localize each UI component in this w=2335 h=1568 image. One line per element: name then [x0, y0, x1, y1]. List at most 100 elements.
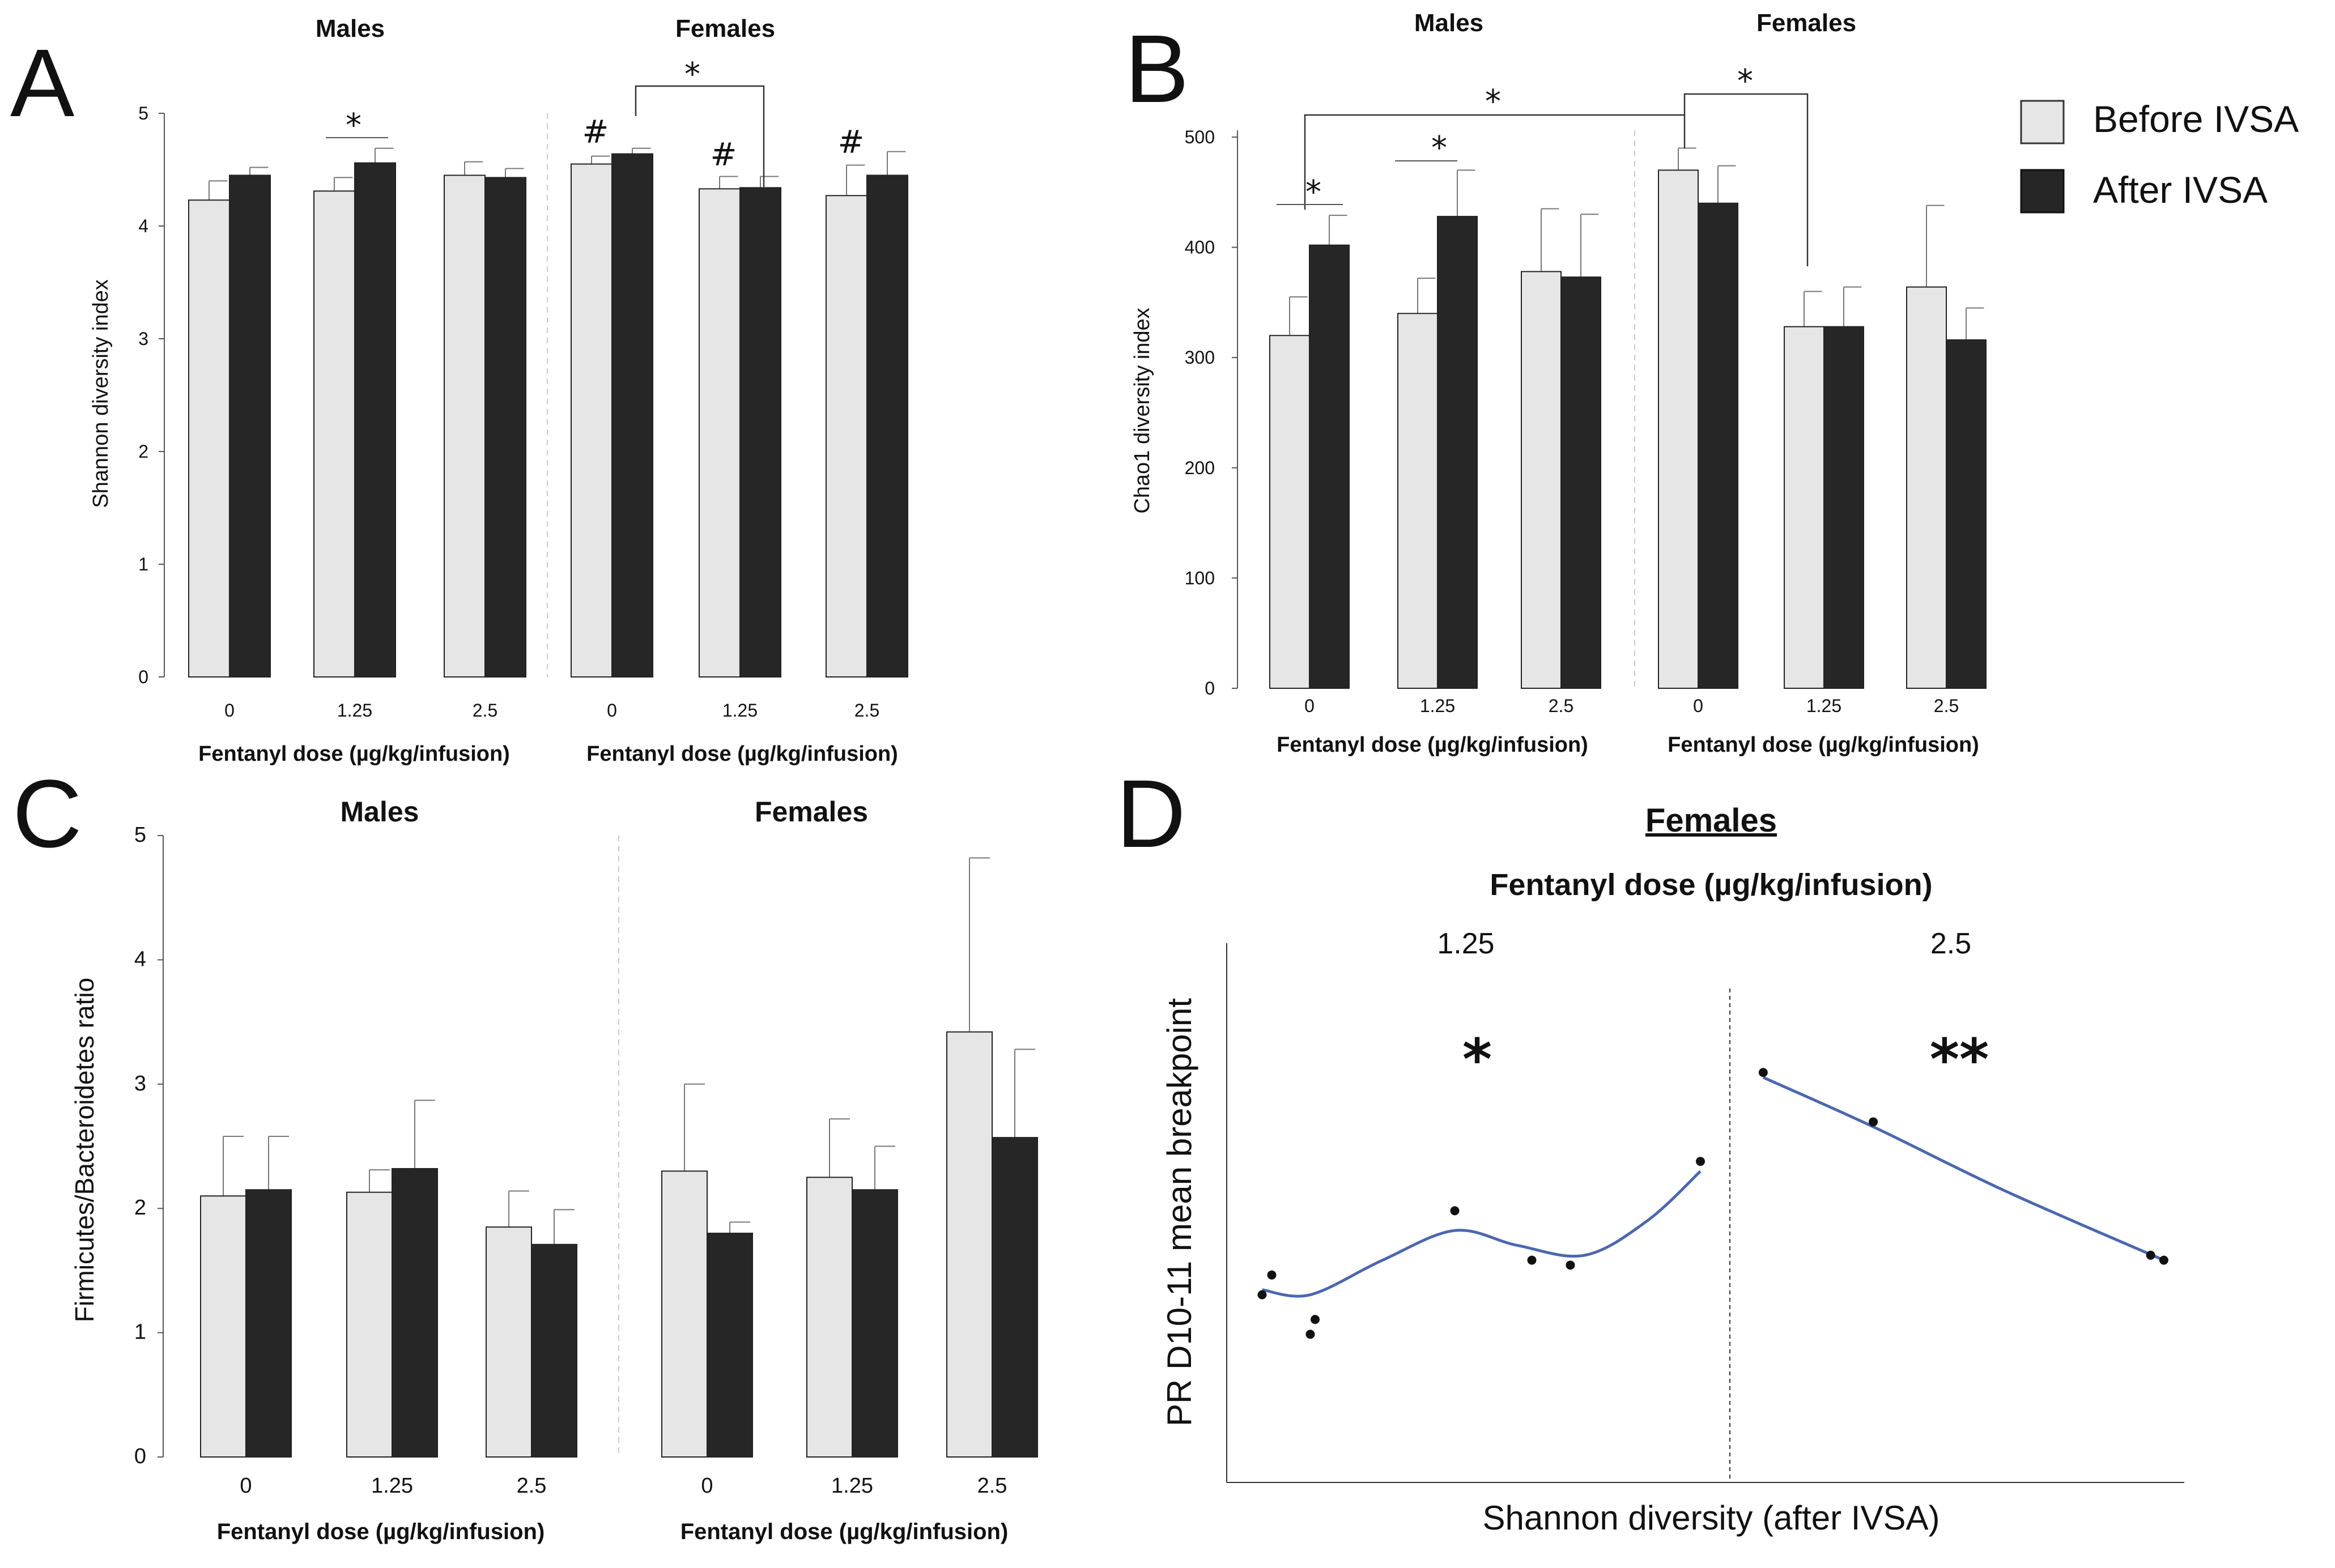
panel-d-y-axis-label: PR D10-11 mean breakpoint — [1160, 998, 1198, 1426]
panel-c-bar-female-2.5-before — [946, 1031, 993, 1458]
panel-c-x-tick-label: 1.25 — [831, 1474, 873, 1498]
panel-d-point-2.5 — [2146, 1250, 2155, 1260]
panel-b-sig-star-male0-female0: * — [1485, 83, 1501, 120]
panel-d-point-1.25 — [1450, 1206, 1460, 1216]
panel-b-x-tick-label: 2.5 — [1549, 696, 1573, 716]
panel-c-bar-male-1.25-before — [346, 1191, 393, 1458]
panel-b-x-axis-label-females: Fentanyl dose (µg/kg/infusion) — [1668, 733, 1979, 757]
panel-b-x-tick-label: 1.25 — [1420, 696, 1455, 716]
panel-a-y-tick-label: 0 — [138, 667, 148, 687]
panel-b-bar-male-0-before — [1269, 335, 1310, 689]
legend-label-after: After IVSA — [2093, 169, 2268, 211]
panel-b-y-tick-label: 500 — [1185, 127, 1215, 147]
panel-c-x-tick-label: 1.25 — [371, 1474, 413, 1498]
panel-a-bar-female-1.25-before — [699, 188, 741, 678]
panel-b-females-title: Females — [1756, 9, 1856, 37]
panel-a-x-tick-label: 1.25 — [722, 700, 758, 721]
legend-swatch-after — [2020, 169, 2065, 214]
panel-b-bar-female-1.25-after — [1823, 326, 1864, 689]
panel-c-bar-male-0-after — [245, 1189, 292, 1458]
panel-c-males-title: Males — [341, 796, 419, 828]
panel-c-bar-female-2.5-after — [992, 1137, 1038, 1458]
panel-a-males-title: Males — [316, 15, 385, 42]
panel-c-y-tick-label: 2 — [134, 1196, 146, 1220]
panel-b-x-axis-label-males: Fentanyl dose (µg/kg/infusion) — [1277, 733, 1588, 757]
panel-c-females-title: Females — [755, 796, 868, 828]
panel-d-subtitle: Fentanyl dose (µg/kg/infusion) — [1490, 868, 1932, 902]
panel-a: A Males Females Shannon diversity index … — [10, 15, 908, 766]
panel-d-dose-label-125: 1.25 — [1437, 927, 1494, 960]
panel-a-sig-star-female: * — [684, 56, 700, 93]
panel-b-sig-bracket-male0-female0 — [1304, 114, 1686, 210]
panel-b-bar-female-1.25-before — [1784, 326, 1824, 689]
panel-c-bar-female-1.25-after — [852, 1189, 898, 1458]
panel-b-sig-star-male-0: * — [1305, 174, 1321, 211]
panel-letter-b: B — [1125, 15, 1189, 123]
panel-a-x-tick-label: 0 — [607, 700, 617, 721]
panel-b: B Males Females Chao1 diversity index 0 1… — [1125, 9, 1987, 757]
panel-b-sig-bracket-female — [1683, 93, 1809, 266]
panel-d-title: Females — [1645, 802, 1777, 839]
panel-b-bar-female-0-before — [1658, 169, 1699, 689]
panel-a-bar-male-1.25-after — [354, 162, 396, 678]
panel-d-plot — [1257, 1068, 2168, 1339]
panel-b-y-ticks: 0 100 200 300 400 500 — [1185, 127, 1237, 698]
panel-a-sig-bracket-female — [635, 85, 765, 187]
panel-b-x-tick-label: 1.25 — [1806, 696, 1841, 716]
panel-a-x-axis-label-females: Fentanyl dose (µg/kg/infusion) — [586, 742, 898, 766]
panel-c-bar-male-2.5-before — [486, 1226, 532, 1458]
panel-c-bar-female-1.25-before — [806, 1177, 853, 1458]
panel-c-bar-male-2.5-after — [531, 1243, 577, 1458]
panel-d-point-2.5 — [2159, 1255, 2168, 1265]
panel-b-x-tick-label: 2.5 — [1934, 696, 1959, 716]
panel-a-females-title: Females — [675, 15, 775, 42]
panel-b-x-ticks: 0 1.25 2.5 0 1.25 2.5 — [1304, 696, 1959, 716]
panel-a-hash-female-25: # — [838, 124, 865, 161]
panel-a-sig-star-male-125: * — [346, 107, 361, 144]
panel-a-x-tick-label: 2.5 — [854, 700, 879, 721]
legend-swatch-before — [2020, 100, 2065, 144]
panel-c-x-axis-label-males: Fentanyl dose (µg/kg/infusion) — [217, 1519, 545, 1544]
panel-d-sig-25: ** — [1930, 1026, 1989, 1093]
panel-c-y-tick-label: 4 — [134, 947, 146, 971]
panel-d-point-2.5 — [1758, 1068, 1768, 1077]
panel-a-x-axis-label-males: Fentanyl dose (µg/kg/infusion) — [198, 742, 510, 766]
panel-a-x-ticks: 0 1.25 2.5 0 1.25 2.5 — [224, 700, 879, 721]
panel-c-x-tick-label: 0 — [240, 1474, 252, 1498]
panel-b-sig-star-female: * — [1737, 63, 1753, 100]
panel-a-y-tick-label: 3 — [138, 329, 148, 349]
panel-b-x-tick-label: 0 — [1304, 696, 1315, 716]
panel-a-bar-male-2.5-after — [484, 177, 526, 678]
panel-c-x-tick-label: 2.5 — [977, 1474, 1007, 1498]
panel-a-bar-female-2.5-before — [826, 195, 867, 678]
panel-a-bar-female-2.5-after — [866, 174, 908, 678]
panel-b-bar-male-1.25-before — [1397, 313, 1438, 689]
panel-c-bar-female-0-after — [707, 1233, 753, 1458]
panel-c: C Males Females Firmicutes/Bacteroidetes… — [12, 760, 1038, 1544]
panel-d-point-1.25 — [1267, 1270, 1277, 1280]
panel-b-y-axis-label: Chao1 diversity index — [1130, 308, 1154, 513]
panel-a-y-tick-label: 5 — [138, 103, 148, 123]
panel-b-y-tick-label: 0 — [1205, 678, 1215, 698]
panel-b-x-tick-label: 0 — [1693, 696, 1703, 716]
legend: Before IVSA After IVSA — [2020, 98, 2299, 214]
panel-b-bar-male-2.5-before — [1521, 271, 1562, 689]
panel-c-y-tick-label: 1 — [134, 1320, 146, 1344]
panel-d-point-1.25 — [1527, 1255, 1537, 1265]
panel-c-bar-male-1.25-after — [392, 1168, 438, 1458]
panel-letter-c: C — [12, 760, 82, 868]
panel-b-y-tick-label: 300 — [1185, 347, 1215, 368]
panel-a-bar-male-1.25-before — [313, 190, 355, 678]
panel-letter-a: A — [10, 29, 75, 137]
panel-d-point-1.25 — [1257, 1290, 1267, 1299]
panel-b-bars — [1269, 147, 1987, 689]
panel-c-x-axis-label-females: Fentanyl dose (µg/kg/infusion) — [680, 1519, 1009, 1544]
panel-d-x-axis-label: Shannon diversity (after IVSA) — [1482, 1499, 1940, 1537]
panel-b-bar-male-2.5-after — [1560, 276, 1601, 689]
panel-a-hash-female-125: # — [711, 137, 737, 173]
panel-c-bar-male-0-before — [200, 1195, 246, 1458]
panel-a-bar-male-0-after — [229, 174, 271, 678]
panel-b-males-title: Males — [1414, 9, 1483, 37]
panel-b-bar-male-1.25-after — [1437, 216, 1478, 689]
